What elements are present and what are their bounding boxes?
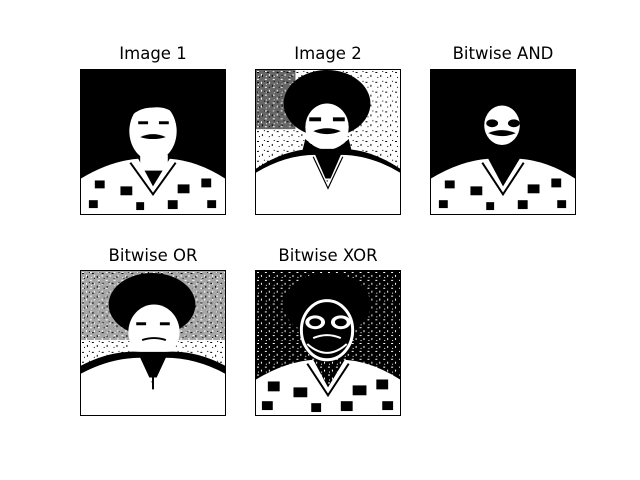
image1-title: Image 1 <box>119 44 187 63</box>
xor-graphic <box>256 271 400 415</box>
image2-title: Image 2 <box>294 44 362 63</box>
or-panel <box>80 270 226 416</box>
or-graphic <box>81 271 225 415</box>
or-title: Bitwise OR <box>108 246 198 265</box>
and-graphic <box>431 70 575 214</box>
image2-panel <box>255 69 401 215</box>
image1-panel <box>80 69 226 215</box>
image2-graphic <box>256 70 400 214</box>
xor-panel <box>255 270 401 416</box>
image1-graphic <box>81 70 225 214</box>
xor-title: Bitwise XOR <box>278 246 378 265</box>
and-panel <box>430 69 576 215</box>
and-title: Bitwise AND <box>452 44 554 63</box>
